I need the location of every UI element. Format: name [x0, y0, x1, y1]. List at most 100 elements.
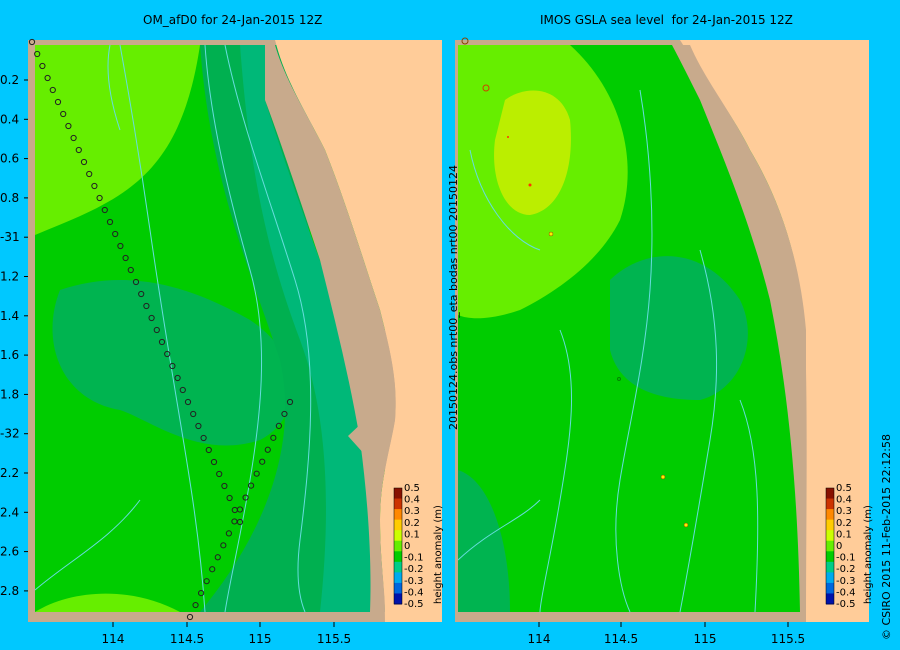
track-point — [214, 554, 221, 561]
track-point — [122, 254, 129, 262]
x-tick-label: 115 — [694, 632, 717, 646]
colorbar-tick-label: 0 — [836, 541, 842, 552]
colorbar-tick-label: 0.3 — [404, 506, 420, 517]
track-point — [270, 434, 277, 441]
colorbar-band — [826, 540, 834, 552]
left-x-axis: 114 114.5 115 115.5 — [102, 622, 351, 646]
track-point — [49, 86, 56, 94]
track-point — [65, 122, 72, 130]
track-point — [200, 434, 207, 442]
track-point — [75, 146, 82, 154]
colorbar-tick-label: 0.4 — [404, 495, 420, 506]
y-tick-label: 2.6 — [0, 545, 19, 559]
colorbar-tick-label: 0.4 — [836, 495, 852, 506]
track-point — [226, 494, 233, 502]
y-tick-label: 0.4 — [0, 112, 19, 126]
right-colorbar: 0.50.40.30.20.10-0.1-0.2-0.3-0.4-0.5 heig… — [825, 483, 874, 610]
y-tick-label: -31 — [0, 230, 20, 244]
colorbar-band — [826, 488, 834, 500]
colorbar-band — [826, 519, 834, 531]
colorbar-tick-label: -0.5 — [836, 599, 856, 610]
x-tick-label: 114.5 — [170, 632, 204, 646]
track-point — [259, 458, 266, 465]
track-point — [143, 302, 150, 310]
colorbar-tick-label: 0 — [404, 541, 410, 552]
colorbar-tick-label: -0.2 — [404, 564, 424, 575]
y-tick-label: 0.2 — [0, 73, 19, 87]
right-map-panel — [455, 37, 869, 622]
track-point — [186, 613, 194, 621]
track-point — [231, 518, 238, 525]
colorbar-tick-label: -0.3 — [404, 576, 424, 587]
y-tick-label: -32 — [0, 427, 20, 441]
colorbar-band — [394, 572, 402, 584]
colorbar-band — [394, 488, 402, 500]
vertical-source-label: 20150124.obs nrt00_eta bodas nrt00 20150… — [447, 165, 460, 430]
colorbar-tick-label: 0.5 — [836, 483, 852, 494]
colorbar-label: height anomaly (m) — [433, 505, 444, 604]
track-point — [216, 470, 223, 478]
x-tick-label: 114 — [102, 632, 125, 646]
track-point — [248, 482, 255, 489]
colorbar-band — [394, 593, 402, 605]
colorbar-band — [826, 572, 834, 584]
colorbar-band — [826, 530, 834, 542]
y-axis: 0.2 0.4 0.6 0.8 -31 1.2 1.4 1.6 1.8 -32 2.2 2.4 2.6 2… — [0, 73, 28, 598]
track-point — [253, 470, 260, 477]
track-point — [164, 350, 171, 358]
track-point — [70, 134, 77, 142]
colorbar-band — [394, 530, 402, 542]
track-point — [54, 98, 62, 106]
colorbar-tick-label: -0.1 — [836, 553, 856, 564]
track-point — [28, 38, 36, 46]
colorbar-band — [394, 509, 402, 521]
colorbar-band — [394, 582, 402, 594]
colorbar-band — [394, 498, 402, 510]
track-point — [34, 50, 41, 58]
track-point — [184, 398, 192, 406]
colorbar-band — [394, 540, 402, 552]
colorbar-band — [826, 582, 834, 594]
left-map-panel — [28, 38, 442, 622]
colorbar-tick-label: -0.4 — [404, 587, 424, 598]
track-point — [205, 446, 212, 454]
track-point — [153, 326, 160, 334]
colorbar-label: height anomaly (m) — [863, 505, 874, 604]
right-panel-title: IMOS GSLA sea level for 24-Jan-2015 12Z — [540, 13, 793, 27]
colorbar-band — [826, 593, 834, 605]
y-tick-label: 1.6 — [0, 348, 19, 362]
track-point — [179, 386, 186, 394]
colorbar-band — [826, 551, 834, 563]
colorbar-tick-label: -0.5 — [404, 599, 424, 610]
track-point — [225, 530, 232, 537]
vertical-copyright-label: © CSIRO 2015 11-Feb-2015 22:12:58 — [880, 434, 893, 640]
track-point — [221, 482, 228, 490]
track-point — [86, 170, 93, 178]
track-point — [106, 218, 114, 226]
x-tick-label: 114 — [528, 632, 551, 646]
x-tick-label: 115.5 — [317, 632, 351, 646]
track-point — [286, 398, 294, 406]
track-point — [101, 206, 108, 214]
track-point — [174, 374, 181, 382]
right-x-axis: 114 114.5 115 115.5 — [528, 622, 805, 646]
track-point — [112, 230, 119, 238]
colorbar-tick-label: -0.3 — [836, 576, 856, 587]
left-colorbar: 0.50.40.30.20.10-0.1-0.2-0.3-0.4-0.5 heig… — [393, 483, 444, 610]
colorbar-tick-label: 0.1 — [836, 529, 852, 540]
colorbar-tick-label: 0.5 — [404, 483, 420, 494]
colorbar-band — [826, 561, 834, 573]
track-point — [91, 182, 98, 190]
track-point — [117, 242, 124, 250]
colorbar-tick-label: 0.2 — [836, 518, 852, 529]
colorbar-band — [394, 519, 402, 531]
track-point — [242, 494, 249, 501]
y-tick-label: 1.2 — [0, 270, 19, 284]
colorbar-tick-label: -0.1 — [404, 553, 424, 564]
track-point — [198, 590, 205, 597]
x-tick-label: 115 — [249, 632, 272, 646]
colorbar-band — [394, 551, 402, 563]
track-point — [264, 446, 271, 453]
track-point — [209, 566, 216, 573]
